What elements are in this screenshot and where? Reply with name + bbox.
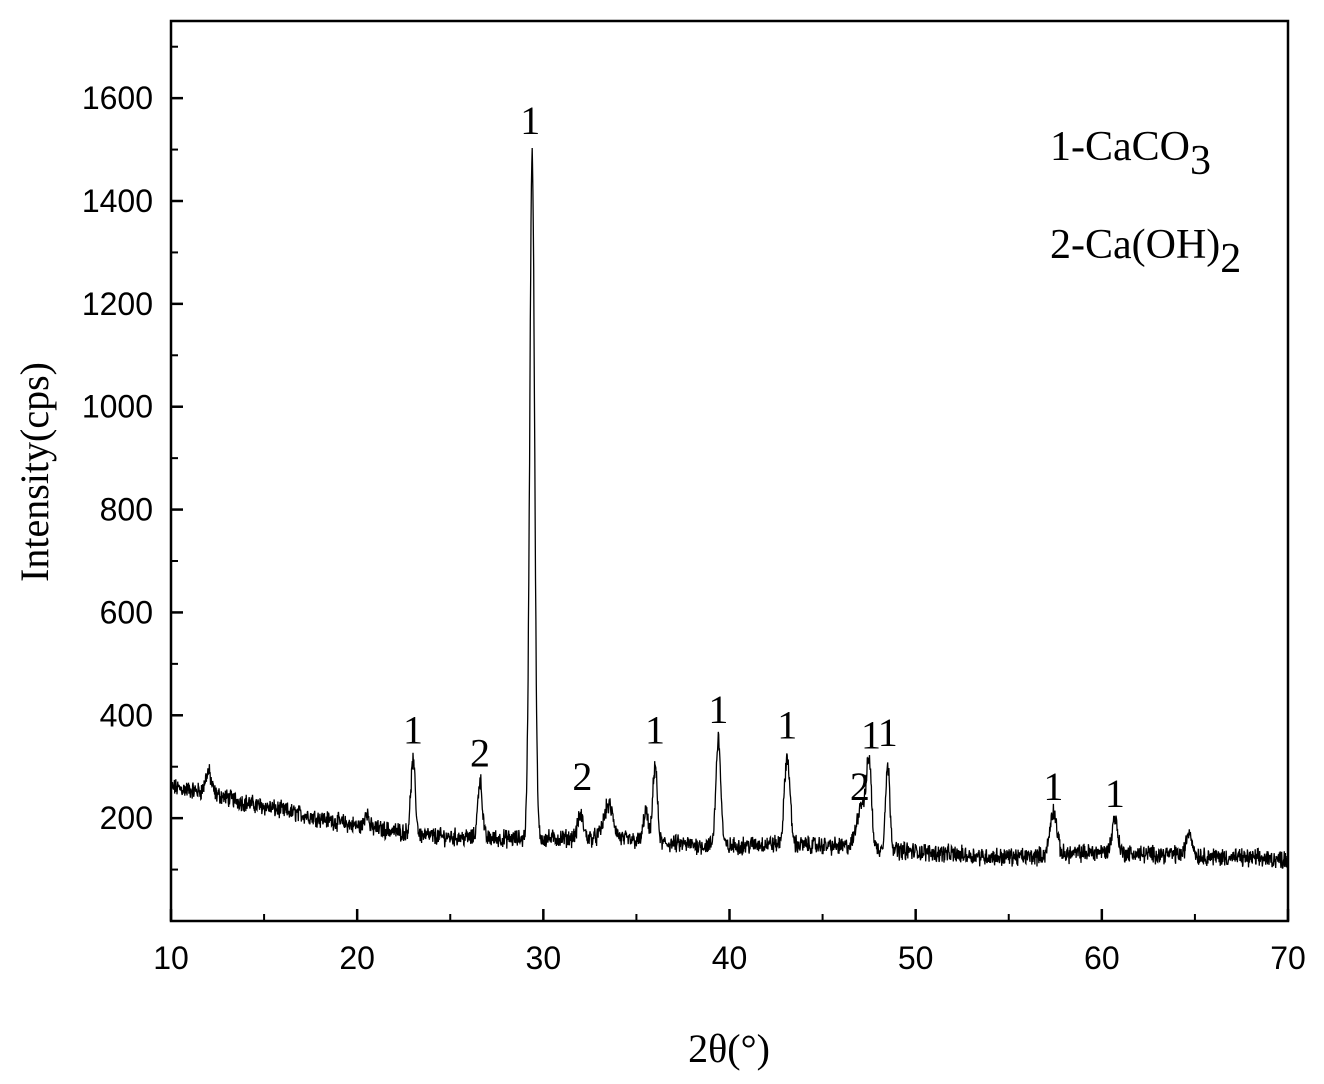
peak-label: 2 — [572, 754, 592, 799]
x-tick-label: 10 — [153, 940, 189, 976]
y-tick-label: 200 — [100, 800, 153, 836]
legend-entry-caoh2-subscript: 2 — [1220, 236, 1241, 282]
peak-label: 1 — [520, 98, 540, 143]
y-tick-label: 1600 — [82, 80, 153, 116]
x-tick-label: 30 — [526, 940, 562, 976]
y-axis-title: Intensity(cps) — [12, 362, 57, 582]
peak-label: 2 — [470, 731, 490, 776]
x-tick-label: 70 — [1270, 940, 1306, 976]
x-tick-label: 40 — [712, 940, 748, 976]
peak-label: 1 — [861, 713, 881, 758]
peak-label: 1 — [1105, 771, 1125, 816]
peak-label: 1 — [1043, 764, 1063, 809]
x-tick-label: 50 — [898, 940, 934, 976]
legend-entry-caoh2: 2-Ca(OH)2 — [1050, 222, 1241, 282]
legend-entry-caco3: 1-CaCO3 — [1050, 124, 1211, 184]
y-tick-label: 1200 — [82, 286, 153, 322]
legend-entry-caco3-subscript: 3 — [1190, 138, 1211, 184]
peak-label: 1 — [403, 708, 423, 753]
y-tick-label: 400 — [100, 697, 153, 733]
xrd-pattern-line — [170, 147, 1289, 869]
peak-label: 2 — [850, 764, 870, 809]
x-axis-ticks: 10 20 30 40 50 60 70 — [153, 909, 1306, 976]
y-tick-label: 600 — [100, 594, 153, 630]
y-tick-label: 800 — [100, 492, 153, 528]
peak-label: 1 — [645, 708, 665, 753]
x-tick-label: 20 — [339, 940, 375, 976]
x-axis-title: 2θ(°) — [688, 1026, 770, 1071]
peak-label: 1 — [708, 687, 728, 732]
peak-label: 1 — [878, 710, 898, 755]
y-axis-ticks: 200 400 600 800 1000 1200 1400 1600 — [82, 45, 183, 871]
legend-entry-caco3-prefix: 1-CaCO — [1050, 124, 1190, 170]
peak-label: 1 — [777, 702, 797, 747]
legend-entry-caoh2-prefix: 2-Ca(OH) — [1050, 222, 1220, 268]
x-tick-label: 60 — [1084, 940, 1120, 976]
y-tick-label: 1400 — [82, 183, 153, 219]
legend: 1-CaCO3 2-Ca(OH)2 — [1050, 124, 1241, 282]
y-tick-label: 1000 — [82, 389, 153, 425]
